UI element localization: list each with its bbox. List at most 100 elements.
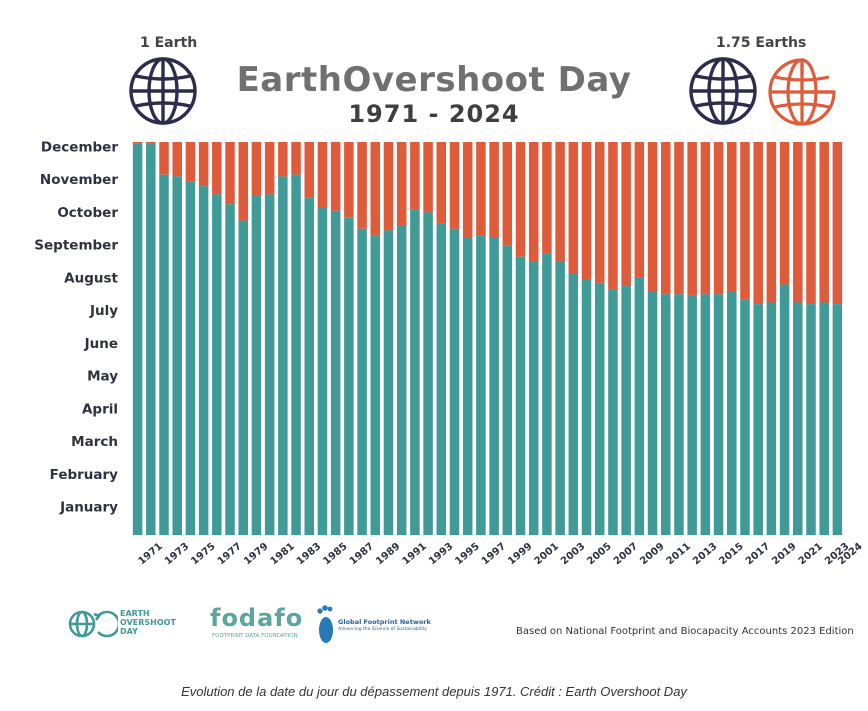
- overshoot-bar-segment: [396, 142, 407, 226]
- overshoot-bar-segment: [766, 142, 777, 303]
- overshoot-bar-segment: [185, 142, 196, 182]
- overshoot-bar-segment: [502, 142, 513, 246]
- overshoot-bar-segment: [621, 142, 631, 287]
- x-tick-label: 1975: [189, 541, 217, 567]
- overshoot-bar-segment: [238, 142, 248, 221]
- overshoot-bar-segment: [555, 142, 565, 262]
- x-tick-label: 1977: [216, 541, 244, 567]
- overshoot-bar-segment: [436, 142, 447, 224]
- y-tick-label: May: [87, 369, 118, 385]
- x-tick-label: 1991: [401, 541, 429, 567]
- logo1-line1: EARTH: [120, 609, 150, 618]
- y-tick-label: October: [57, 205, 118, 221]
- overshoot-day-bar: [304, 197, 315, 536]
- overshoot-day-bar: [555, 261, 565, 535]
- overshoot-bar-segment: [410, 142, 420, 210]
- x-tick-label: 2001: [533, 541, 561, 567]
- overshoot-bar-segment: [568, 142, 579, 273]
- overshoot-bar-segment: [251, 142, 262, 197]
- overshoot-day-bar: [344, 217, 354, 535]
- x-tick-label: 1971: [136, 541, 164, 567]
- overshoot-day-bar: [832, 304, 843, 535]
- overshoot-day-bar: [132, 143, 143, 535]
- overshoot-day-bar: [251, 196, 262, 536]
- fodafo-logo-sub: FOOTPRINT DATA FOUNDATION: [212, 633, 298, 639]
- x-tick-label: 1979: [242, 541, 270, 567]
- overshoot-bar-segment: [476, 142, 486, 236]
- overshoot-day-bar: [370, 235, 381, 535]
- y-tick-label: January: [59, 500, 118, 516]
- partner-logos: EARTH OVERSHOOT DAY fodafo FOOTPRINT DAT…: [0, 600, 868, 650]
- overshoot-bar-segment: [291, 142, 301, 175]
- x-tick-label: 2021: [797, 541, 825, 567]
- overshoot-day-bar: [700, 294, 711, 535]
- one-point-seventy-five-earths-label: 1.75 Earths: [716, 35, 807, 51]
- one-earth-label: 1 Earth: [140, 35, 198, 51]
- overshoot-day-bar: [172, 176, 182, 535]
- overshoot-day-bar: [753, 304, 763, 535]
- earth-overshoot-day-logo-icon: [68, 610, 118, 638]
- y-tick-label: September: [34, 238, 118, 254]
- x-tick-label: 1973: [163, 541, 191, 567]
- overshoot-day-bar: [819, 302, 829, 535]
- overshoot-bar-segment: [753, 142, 763, 305]
- x-tick-label: 1993: [427, 541, 455, 567]
- x-tick-label: 1997: [480, 541, 508, 567]
- fodafo-logo-text: fodafo: [210, 604, 304, 632]
- overshoot-day-bar: [238, 220, 248, 535]
- chart-title: EarthOvershoot Day: [236, 60, 632, 100]
- x-tick-label: 2007: [612, 541, 640, 567]
- overshoot-day-bar: [727, 291, 737, 535]
- overshoot-day-bar: [779, 284, 790, 535]
- overshoot-bar-chart: January February March April May June July Augu…: [34, 139, 864, 567]
- x-tick-label: 1981: [268, 541, 296, 567]
- overshoot-day-bar: [449, 228, 460, 536]
- x-tick-label: 1985: [321, 541, 349, 567]
- logo1-line2: OVERSHOOT: [120, 618, 176, 627]
- overshoot-bar-segment: [330, 142, 341, 211]
- x-tick-label: 2017: [744, 541, 772, 567]
- overshoot-bar-segment: [212, 142, 222, 195]
- overshoot-day-bar: [185, 181, 196, 536]
- logo1-line3: DAY: [120, 627, 138, 636]
- y-tick-label: November: [40, 172, 118, 188]
- overshoot-day-bar: [621, 286, 631, 535]
- overshoot-bar-segment: [713, 142, 724, 295]
- overshoot-bar-segment: [198, 142, 209, 187]
- globe-icon: [129, 57, 197, 125]
- y-tick-label: April: [82, 401, 118, 417]
- x-tick-label: 2019: [770, 541, 798, 567]
- overshoot-bar-segment: [278, 142, 288, 177]
- overshoot-bar-segment: [674, 142, 684, 295]
- overshoot-day-bar: [396, 225, 407, 535]
- y-tick-label: August: [64, 270, 118, 286]
- overshoot-bar-segment: [357, 142, 367, 229]
- overshoot-bar-segment: [159, 142, 169, 175]
- chart-subtitle: 1971 - 2024: [348, 100, 520, 128]
- overshoot-day-bar: [793, 302, 803, 535]
- overshoot-day-bar: [608, 289, 618, 536]
- overshoot-bar-segment: [779, 142, 790, 285]
- overshoot-day-bar: [594, 282, 605, 535]
- overshoot-day-bar: [383, 230, 394, 536]
- overshoot-bar-segment: [423, 142, 433, 213]
- figure-caption: Evolution de la date du jour du dépassem…: [181, 684, 687, 699]
- overshoot-day-bar: [581, 279, 592, 535]
- source-note: Based on National Footprint and Biocapac…: [516, 626, 854, 637]
- overshoot-day-bar: [357, 228, 367, 536]
- overshoot-bar-segment: [608, 142, 618, 290]
- overshoot-day-bar: [568, 273, 579, 535]
- overshoot-bar-segment: [594, 142, 605, 283]
- x-tick-label: 2011: [665, 541, 693, 567]
- footprint-icon: [317, 605, 333, 643]
- x-tick-label: 2009: [638, 541, 666, 567]
- overshoot-bar-segment: [383, 142, 394, 231]
- overshoot-day-bar: [740, 299, 750, 535]
- x-tick-label: 1995: [453, 541, 481, 567]
- overshoot-day-bar: [766, 302, 777, 535]
- overshoot-bar-segment: [304, 142, 315, 198]
- overshoot-bar-segment: [542, 142, 552, 254]
- overshoot-bar-segment: [515, 142, 526, 257]
- y-tick-label: December: [41, 139, 118, 155]
- overshoot-bar-segment: [370, 142, 381, 236]
